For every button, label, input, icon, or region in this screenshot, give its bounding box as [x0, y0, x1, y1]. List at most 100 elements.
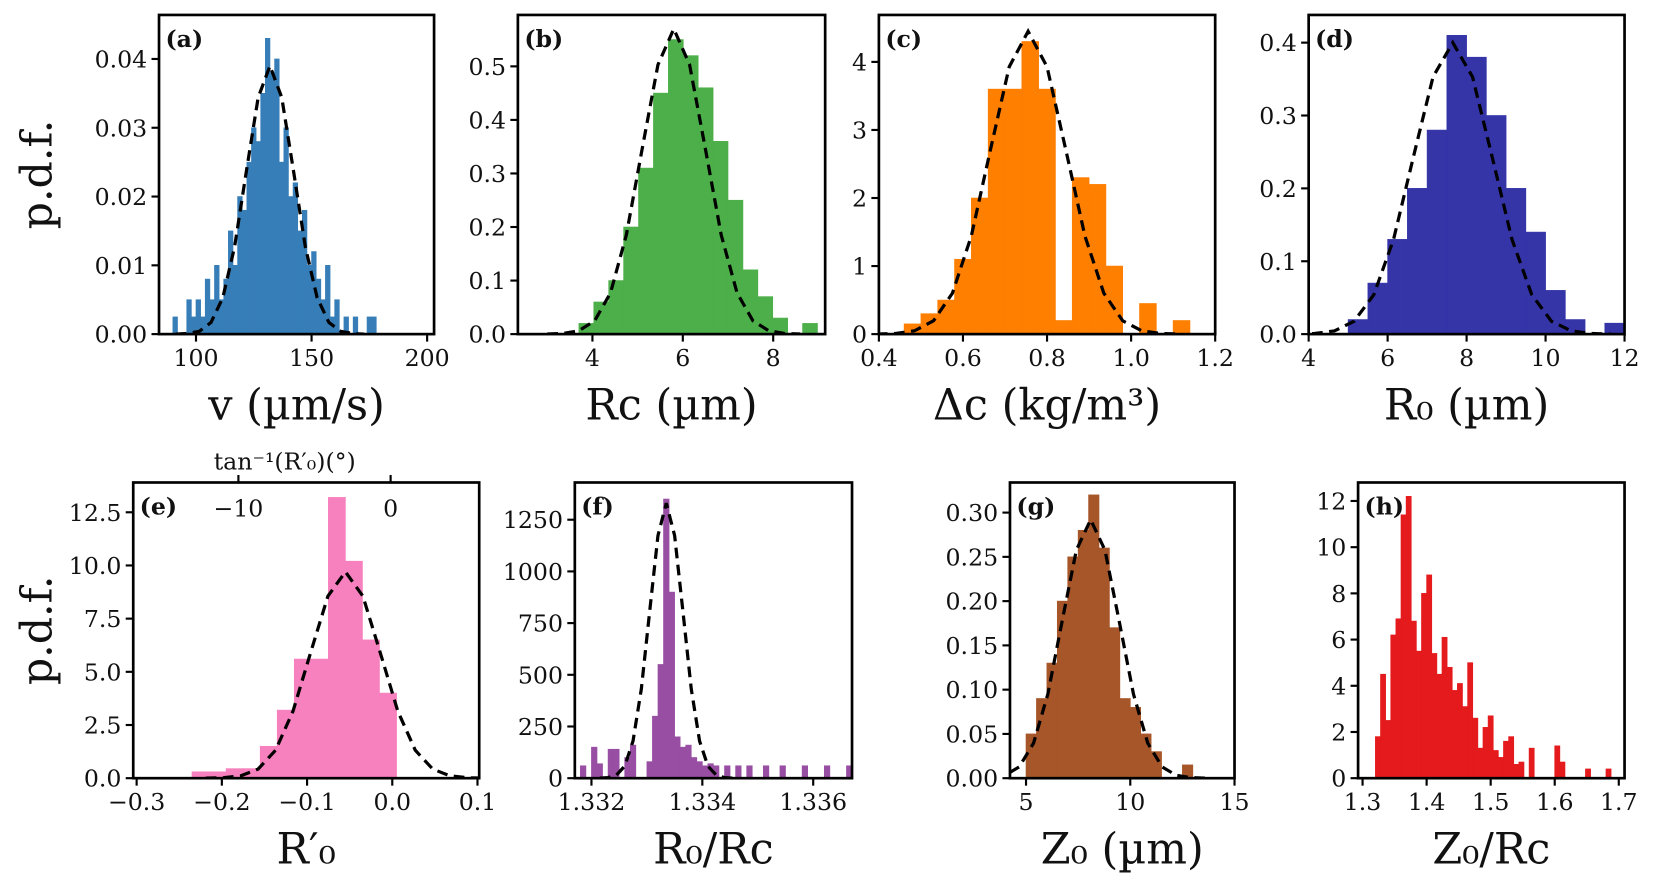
y-tick-label: 0.20 [946, 588, 999, 616]
plot-area [172, 38, 377, 335]
y-tick-label: 0.05 [946, 721, 999, 749]
y-tick-label: 0.3 [468, 160, 506, 188]
y-tick-label: 0.1 [468, 267, 506, 295]
bar [334, 299, 340, 335]
panel-label: (c) [885, 25, 922, 53]
y-tick-label: 500 [518, 661, 563, 689]
x-axis-label: R₀/Rc [653, 825, 773, 875]
x-tick-label: 0.1 [459, 788, 497, 816]
bar [1098, 547, 1110, 779]
bar [1431, 653, 1438, 779]
bar [668, 39, 684, 335]
x-tick-label: −0.1 [278, 788, 335, 816]
bar [1077, 529, 1089, 779]
x-axis-label: R′₀ [277, 825, 336, 875]
bar [1498, 757, 1504, 779]
x-tick-label: 150 [289, 344, 334, 372]
x-tick-label: 0.6 [944, 344, 982, 372]
fit-curve [878, 27, 1180, 335]
bar [607, 748, 614, 779]
y-tick-label: 0.02 [95, 183, 148, 211]
panel: 1.332 1.334 1.336 0 250 500 750 1000 1250 R₀/Rc (f… [503, 481, 854, 875]
bar [241, 209, 248, 335]
bar [1487, 715, 1494, 779]
x-tick-label: 0.4 [860, 344, 898, 372]
x-tick-label: 0.8 [1028, 344, 1066, 372]
bar [1486, 115, 1507, 335]
panel: 5 10 15 0.00 0.05 0.10 0.15 0.20 0.25 0.30 Z₀ (µm)… [946, 481, 1250, 875]
y-tick-label: 0.15 [946, 632, 999, 660]
y-tick-label: 0.2 [468, 214, 506, 242]
bar [1385, 720, 1392, 779]
bar [288, 196, 294, 335]
y-tick-label: 4 [1331, 672, 1346, 700]
bar [1407, 188, 1428, 335]
x-tick-label: 4 [1301, 344, 1316, 372]
panel-label: (d) [1315, 25, 1354, 53]
bar [1528, 747, 1535, 779]
y-axis-label: p.d.f. [12, 120, 62, 230]
y-tick-label: 0.01 [95, 252, 148, 280]
y-tick-label: 7.5 [84, 605, 122, 633]
bar [379, 692, 397, 779]
bar [1387, 239, 1408, 335]
bar [237, 196, 243, 335]
bar [937, 299, 955, 335]
x-axis-label: R₀ (µm) [1384, 381, 1549, 431]
axes-frame [157, 13, 436, 336]
y-tick-label: 0.25 [946, 543, 999, 571]
bar [779, 765, 786, 779]
bar [1503, 740, 1509, 779]
bar [1604, 322, 1625, 335]
bar [668, 591, 675, 779]
bar [735, 765, 742, 779]
bar [690, 757, 698, 779]
bar [1400, 514, 1407, 779]
panel-label: (b) [524, 25, 563, 53]
bar [1426, 129, 1448, 335]
y-tick-label: 0.0 [84, 765, 122, 793]
bar [1004, 88, 1023, 335]
panel-label: (h) [1365, 493, 1405, 521]
bar [1405, 496, 1412, 779]
bar [274, 58, 280, 335]
x-tick-label: 1.3 [1344, 788, 1382, 816]
bar [652, 715, 659, 779]
fit-curve [1308, 39, 1611, 335]
y-tick-label: 0 [1331, 765, 1346, 793]
bar [653, 92, 669, 335]
bar [1139, 303, 1157, 335]
y-tick-label: 0.0 [1259, 321, 1297, 349]
bar [1056, 600, 1069, 779]
bar [802, 323, 818, 335]
bar [328, 497, 346, 779]
bar [283, 127, 289, 335]
bar [954, 258, 972, 335]
x-tick-label: 1.6 [1536, 788, 1574, 816]
bar [1482, 727, 1489, 779]
bar [311, 658, 329, 779]
x-tick-label: 1.336 [779, 788, 847, 816]
plot-area [878, 27, 1191, 335]
y-tick-label: 5.0 [84, 658, 122, 686]
bar [371, 316, 377, 335]
bar [292, 182, 299, 335]
bar [1380, 673, 1386, 779]
bar [228, 230, 234, 335]
x-tick-label: 200 [405, 344, 450, 372]
bar [1441, 636, 1448, 779]
x-axis-label: Z₀/Rc [1432, 825, 1550, 875]
fit-curve [205, 569, 480, 779]
bar [1395, 618, 1402, 779]
bar [1375, 736, 1381, 779]
y-tick-label: 0.03 [95, 114, 148, 142]
bar [186, 299, 192, 335]
bar [251, 127, 257, 335]
bar [1055, 320, 1073, 335]
bar [1554, 745, 1561, 779]
y-tick-label: 2 [1331, 719, 1346, 747]
x-tick-label: 1.332 [558, 788, 626, 816]
plot-area [1009, 494, 1205, 779]
x-tick-label: 100 [173, 344, 218, 372]
